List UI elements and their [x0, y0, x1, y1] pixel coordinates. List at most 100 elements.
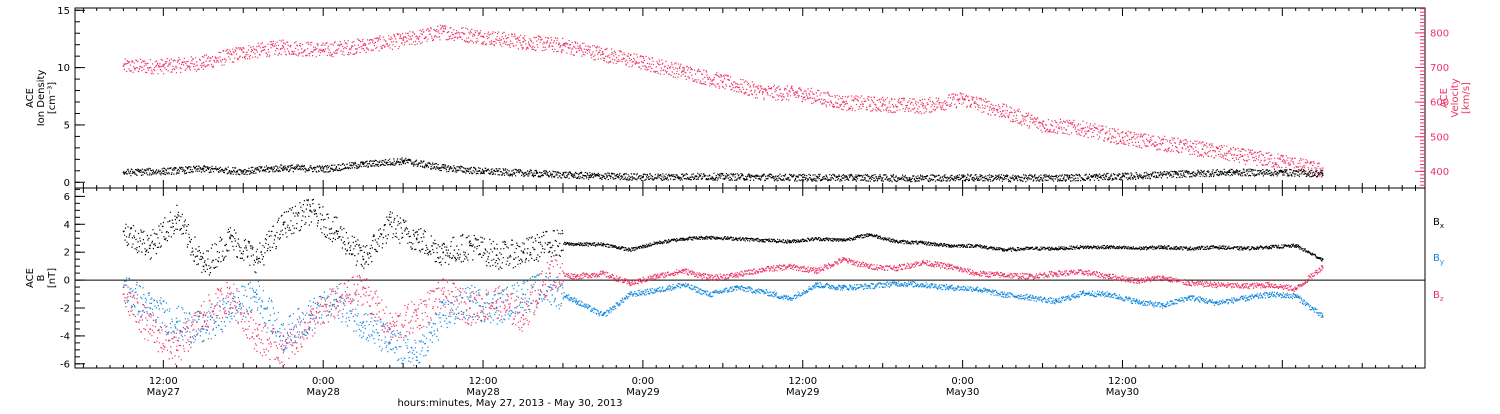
bx-series-point-34: [1028, 247, 1031, 249]
density-axis-label-line: ACE: [25, 88, 36, 108]
density-series-point-22: [1175, 173, 1177, 175]
bx-series-point-7: [309, 209, 311, 212]
b-field-axis-label-line: ACE: [25, 268, 36, 288]
bz-series-point-33: [1001, 273, 1004, 276]
density-series-point-6: [362, 163, 365, 165]
by-series-point-19: [628, 293, 631, 296]
bx-series-point-43: [1268, 246, 1271, 248]
by-series-point-45: [1321, 315, 1324, 318]
density-series-point-1: [162, 170, 165, 172]
legend-bz: Bz: [1433, 290, 1444, 303]
by-series-point-20: [655, 289, 658, 291]
density-series-point-5: [322, 167, 325, 170]
by-series-point-40: [1188, 296, 1191, 298]
bx-series-point-4: [229, 237, 231, 240]
velocity-series-point-0: [122, 65, 125, 67]
bz-series-point-22: [708, 276, 711, 279]
by-series-point-30: [922, 283, 924, 286]
date-tick-label: May28: [466, 387, 499, 398]
bz-series-point-36: [1081, 271, 1084, 273]
bz-series-point-42: [1241, 285, 1244, 287]
date-tick-label: May28: [306, 387, 339, 398]
bx-series-point-26: [815, 237, 818, 240]
velocity-series-point-26: [1161, 142, 1164, 144]
bx-series-point-36: [1081, 246, 1084, 248]
bz-series-point-2: [176, 349, 178, 351]
bz-series-point-28: [868, 265, 871, 268]
date-tick-label: May30: [1106, 387, 1139, 398]
bz-series-point-35: [1055, 272, 1057, 275]
bz-series-point-1: [149, 328, 151, 330]
bx-series-point-27: [842, 239, 844, 241]
velocity-series-point-15: [722, 80, 724, 83]
by-series-point-21: [682, 283, 684, 286]
density-series-point-16: [855, 176, 858, 179]
bz-series-point-14: [495, 300, 498, 303]
by-series-point-34: [1028, 296, 1031, 298]
time-tick-label: 12:00: [788, 376, 817, 387]
bx-series-point-16: [549, 241, 551, 244]
bz-series-point-18: [602, 272, 604, 275]
bx-series-point-41: [1215, 246, 1217, 248]
bz-series-point-3: [202, 314, 205, 316]
by-series-point-44: [1295, 294, 1297, 297]
velocity-series-point-1: [162, 65, 165, 67]
by-series-point-15: [522, 293, 525, 296]
bz-series-point-9: [362, 286, 365, 289]
velocity-axis-tick-label: 800: [1430, 28, 1449, 39]
bx-series-point-20: [655, 241, 658, 244]
by-series-point-23: [735, 286, 738, 289]
bx-series-point-24: [762, 239, 764, 241]
density-series-point-17: [908, 177, 911, 179]
b-field-axis-tick-label: 0: [64, 276, 70, 287]
bx-series-point-32: [975, 244, 977, 247]
velocity-series-point-9: [482, 35, 485, 38]
b-field-axis-tick-label: -6: [60, 359, 70, 370]
bz-series-point-29: [895, 266, 898, 269]
bz-series-point-13: [469, 307, 471, 309]
density-series-point-10: [535, 172, 538, 175]
density-series-point-9: [482, 170, 485, 172]
bz-series-point-43: [1268, 283, 1271, 286]
velocity-series-point-7: [402, 39, 405, 41]
density-axis-tick-label: 15: [57, 6, 70, 17]
bz-series-point-11: [415, 314, 418, 316]
density-series-point-3: [242, 170, 245, 172]
velocity-series-point-2: [202, 61, 205, 64]
velocity-axis-tick-label: 400: [1430, 167, 1449, 178]
density-series-point-19: [1015, 177, 1017, 179]
density-series-point-24: [1281, 171, 1284, 173]
velocity-series-point-23: [1041, 124, 1044, 126]
by-series-point-11: [415, 356, 418, 358]
legend-by: By: [1433, 253, 1444, 266]
density-series-point-2: [202, 167, 205, 170]
bz-series-point-23: [735, 273, 738, 276]
velocity-series-point-13: [642, 61, 644, 64]
bz-series-point-19: [628, 282, 631, 284]
date-tick-label: May30: [946, 387, 979, 398]
bx-series: [122, 198, 1324, 276]
velocity-series-point-16: [762, 91, 764, 93]
bz-series-point-44: [1295, 287, 1297, 290]
by-series-point-9: [362, 321, 365, 323]
bz-series-point-6: [282, 349, 285, 351]
bz-series-point-45: [1321, 265, 1324, 268]
bz-series-point-39: [1161, 276, 1164, 279]
legend-bx-subscript: x: [1440, 222, 1444, 230]
by-series-point-43: [1268, 293, 1271, 296]
velocity-series-point-28: [1241, 155, 1244, 157]
legend-by-subscript: y: [1440, 258, 1444, 266]
bx-series-point-17: [575, 243, 578, 245]
bz-series-point-20: [655, 275, 658, 277]
velocity-axis-tick-label: 600: [1430, 98, 1449, 109]
time-tick-label: 0:00: [632, 376, 654, 387]
by-series-point-12: [442, 314, 445, 316]
by-series-point-10: [389, 342, 391, 344]
b-field-axis-tick-label: 6: [64, 192, 70, 203]
bx-series-point-5: [255, 258, 258, 261]
bx-series-point-18: [602, 243, 604, 245]
density-axis-label-line: Ion Density: [36, 70, 47, 127]
date-tick-label: May27: [147, 387, 180, 398]
b-field-axis-label-line: [nT]: [47, 268, 58, 288]
